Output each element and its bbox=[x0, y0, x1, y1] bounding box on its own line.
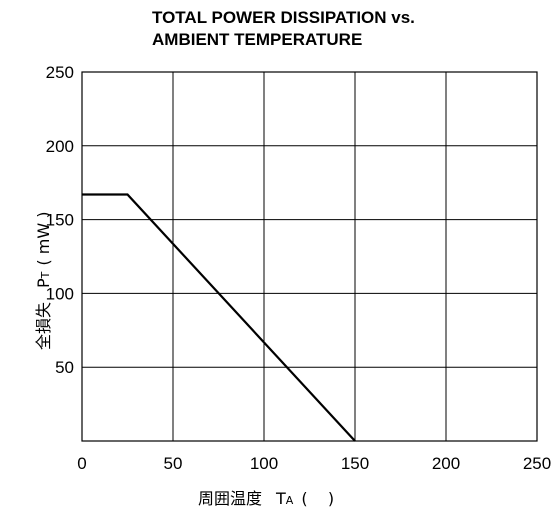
x-tick-label-50: 50 bbox=[164, 454, 183, 473]
plot-frame bbox=[81, 71, 538, 442]
x-tick-label-150: 150 bbox=[341, 454, 369, 473]
y-axis-label-symbol: P bbox=[34, 278, 53, 288]
chart-title-line-1: TOTAL POWER DISSIPATION vs. bbox=[152, 8, 415, 27]
y-axis-label-main: 全損失 bbox=[34, 302, 53, 350]
x-axis-label: 周囲温度 TA ( ) bbox=[198, 489, 334, 508]
y-axis-label: 全損失 PT ( mW ) bbox=[34, 212, 53, 350]
series-layer bbox=[82, 193, 356, 442]
x-tick-labels: 0 50 100 150 200 250 bbox=[77, 454, 551, 473]
y-tick-label-250: 250 bbox=[46, 63, 74, 82]
grid bbox=[82, 72, 537, 441]
x-tick-label-200: 200 bbox=[432, 454, 460, 473]
chart-title-line-2: AMBIENT TEMPERATURE bbox=[152, 30, 362, 49]
x-tick-label-100: 100 bbox=[250, 454, 278, 473]
y-tick-label-100: 100 bbox=[46, 284, 74, 303]
x-tick-label-0: 0 bbox=[77, 454, 86, 473]
x-tick-label-250: 250 bbox=[523, 454, 551, 473]
y-tick-label-150: 150 bbox=[46, 211, 74, 230]
x-axis-label-unit: ( ) bbox=[301, 489, 334, 508]
y-axis-label-subscript: T bbox=[39, 271, 52, 279]
x-axis-label-subscript: A bbox=[286, 494, 294, 507]
y-tick-label-50: 50 bbox=[55, 358, 74, 377]
series-line-0 bbox=[82, 193, 356, 442]
x-axis-label-main: 周囲温度 bbox=[198, 489, 262, 508]
x-axis-label-symbol: T bbox=[275, 489, 286, 508]
y-tick-labels: 50 100 150 200 250 bbox=[46, 63, 74, 377]
y-axis-label-unit: ( mW ) bbox=[34, 212, 53, 266]
y-tick-label-200: 200 bbox=[46, 137, 74, 156]
